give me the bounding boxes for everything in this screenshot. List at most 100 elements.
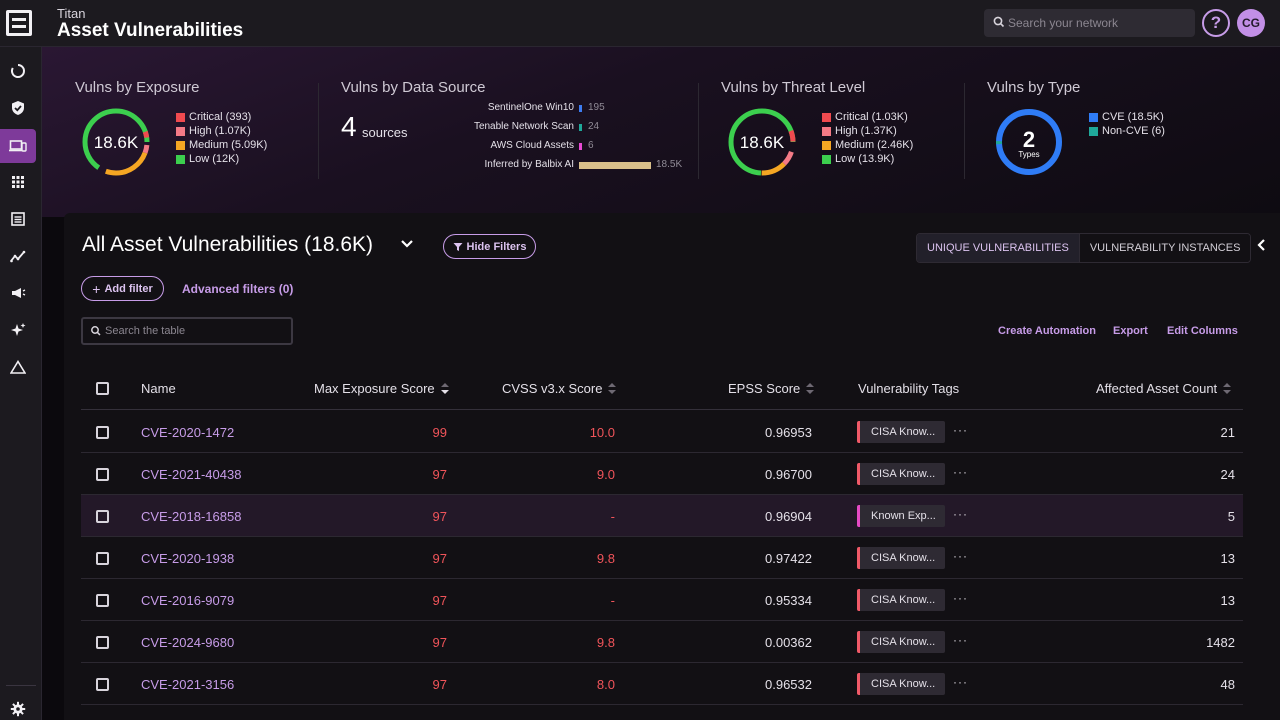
cve-link[interactable]: CVE-2018-16858 [141, 509, 242, 524]
legend-item[interactable]: Medium (5.09K) [176, 138, 267, 152]
row-checkbox[interactable] [96, 678, 109, 691]
cve-link[interactable]: CVE-2021-3156 [141, 677, 235, 692]
column-max-exposure-score[interactable]: Max Exposure Score [314, 381, 449, 396]
column-affected-asset-count[interactable]: Affected Asset Count [1096, 381, 1232, 396]
search-icon [993, 16, 1005, 28]
exposure-donut[interactable] [80, 106, 152, 178]
table-row[interactable]: CVE-2021-3156 97 8.0 0.96532 CISA Know..… [81, 663, 1243, 705]
legend-item[interactable]: Critical (393) [176, 110, 267, 124]
legend-swatch [1089, 112, 1098, 122]
threat-donut[interactable] [726, 106, 798, 178]
hide-filters-button[interactable]: Hide Filters [443, 234, 536, 259]
sidebar-item-assets[interactable] [0, 129, 36, 163]
table-row[interactable]: CVE-2020-1472 99 10.0 0.96953 CISA Know.… [81, 411, 1243, 453]
sidebar-item-trends[interactable] [0, 239, 36, 273]
table-header: Name Max Exposure Score CVSS v3.x Score … [81, 368, 1243, 410]
row-checkbox[interactable] [96, 510, 109, 523]
help-button[interactable]: ? [1202, 9, 1230, 37]
more-tags-icon[interactable]: ··· [953, 633, 968, 647]
avatar[interactable]: CG [1237, 9, 1265, 37]
more-tags-icon[interactable]: ··· [953, 507, 968, 521]
column-vulnerability-tags[interactable]: Vulnerability Tags [858, 381, 960, 396]
table-search-input[interactable] [105, 319, 285, 343]
legend-item[interactable]: High (1.37K) [822, 124, 913, 138]
source-row[interactable]: AWS Cloud Assets [404, 140, 574, 154]
table-row[interactable]: CVE-2024-9680 97 9.8 0.00362 CISA Know..… [81, 621, 1243, 663]
gear-icon [10, 701, 26, 717]
sidebar [0, 47, 42, 720]
table-row[interactable]: CVE-2021-40438 97 9.0 0.96700 CISA Know.… [81, 453, 1243, 495]
vulnerability-tag[interactable]: CISA Know... [857, 421, 945, 443]
cve-link[interactable]: CVE-2016-9079 [141, 593, 235, 608]
table-row[interactable]: CVE-2016-9079 97 - 0.95334 CISA Know... … [81, 579, 1243, 621]
edit-columns-link[interactable]: Edit Columns [1167, 325, 1238, 337]
vulnerability-tag[interactable]: CISA Know... [857, 547, 945, 569]
sidebar-item-alerts[interactable] [0, 350, 36, 384]
sidebar-item-reports[interactable] [0, 202, 36, 236]
sidebar-item-security[interactable] [0, 91, 36, 125]
cve-link[interactable]: CVE-2024-9680 [141, 635, 235, 650]
source-count-label: sources [362, 125, 408, 140]
legend-item[interactable]: Low (13.9K) [822, 152, 913, 166]
export-link[interactable]: Export [1113, 325, 1148, 337]
type-total: 2 [1022, 127, 1036, 152]
legend-item[interactable]: Low (12K) [176, 152, 267, 166]
chevron-down-icon[interactable] [400, 239, 414, 249]
vulnerability-tag[interactable]: CISA Know... [857, 631, 945, 653]
row-checkbox[interactable] [96, 468, 109, 481]
row-checkbox[interactable] [96, 552, 109, 565]
legend-item[interactable]: High (1.07K) [176, 124, 267, 138]
more-tags-icon[interactable]: ··· [953, 423, 968, 437]
sidebar-item-overview[interactable] [0, 54, 36, 88]
more-tags-icon[interactable]: ··· [953, 675, 968, 689]
more-tags-icon[interactable]: ··· [953, 591, 968, 605]
sidebar-item-settings[interactable] [0, 692, 36, 720]
advanced-filters-link[interactable]: Advanced filters (0) [182, 282, 293, 296]
sidebar-item-announcements[interactable] [0, 276, 36, 310]
create-automation-link[interactable]: Create Automation [998, 325, 1096, 337]
sidebar-item-dashboard[interactable] [0, 165, 36, 199]
vulnerability-tag[interactable]: CISA Know... [857, 673, 945, 695]
column-cvss-score[interactable]: CVSS v3.x Score [502, 381, 617, 396]
more-tags-icon[interactable]: ··· [953, 549, 968, 563]
tab-unique-vulnerabilities[interactable]: UNIQUE VULNERABILITIES [917, 234, 1079, 262]
tab-vulnerability-instances[interactable]: VULNERABILITY INSTANCES [1078, 234, 1251, 262]
chevron-left-icon[interactable] [1256, 238, 1266, 252]
source-row[interactable]: SentinelOne Win10 [404, 102, 574, 116]
legend-item[interactable]: Critical (1.03K) [822, 110, 913, 124]
column-name[interactable]: Name [141, 381, 176, 396]
row-checkbox[interactable] [96, 636, 109, 649]
cve-link[interactable]: CVE-2020-1472 [141, 425, 235, 440]
vulnerability-tag[interactable]: CISA Know... [857, 463, 945, 485]
legend-item[interactable]: Non-CVE (6) [1089, 124, 1165, 138]
cve-link[interactable]: CVE-2021-40438 [141, 467, 242, 482]
table-row[interactable]: CVE-2020-1938 97 9.8 0.97422 CISA Know..… [81, 537, 1243, 579]
devices-icon [9, 140, 27, 152]
legend-item[interactable]: CVE (18.5K) [1089, 110, 1165, 124]
legend-item[interactable]: Medium (2.46K) [822, 138, 913, 152]
cvss-score: - [610, 593, 615, 608]
table-search[interactable] [81, 317, 293, 345]
legend-swatch [822, 126, 831, 136]
more-tags-icon[interactable]: ··· [953, 465, 968, 479]
network-search[interactable] [984, 9, 1195, 37]
panel-title[interactable]: All Asset Vulnerabilities (18.6K) [82, 233, 373, 257]
cve-link[interactable]: CVE-2020-1938 [141, 551, 235, 566]
column-epss-score[interactable]: EPSS Score [728, 381, 815, 396]
add-filter-button[interactable]: + Add filter [81, 276, 164, 301]
vulnerability-tag[interactable]: CISA Know... [857, 589, 945, 611]
vulnerability-tag[interactable]: Known Exp... [857, 505, 945, 527]
source-value: 195 [588, 102, 605, 113]
app-logo-icon[interactable] [6, 10, 32, 36]
trend-icon [10, 250, 26, 263]
table-row[interactable]: CVE-2018-16858 97 - 0.96904 Known Exp...… [81, 495, 1243, 537]
sidebar-item-ai[interactable] [0, 313, 36, 347]
row-checkbox[interactable] [96, 594, 109, 607]
source-row[interactable]: Tenable Network Scan [404, 121, 574, 135]
type-donut[interactable] [993, 106, 1065, 178]
network-search-input[interactable] [1008, 9, 1188, 37]
row-checkbox[interactable] [96, 426, 109, 439]
select-all-checkbox[interactable] [96, 382, 109, 395]
sidebar-divider [6, 685, 36, 686]
source-row[interactable]: Inferred by Balbix AI [404, 159, 575, 173]
